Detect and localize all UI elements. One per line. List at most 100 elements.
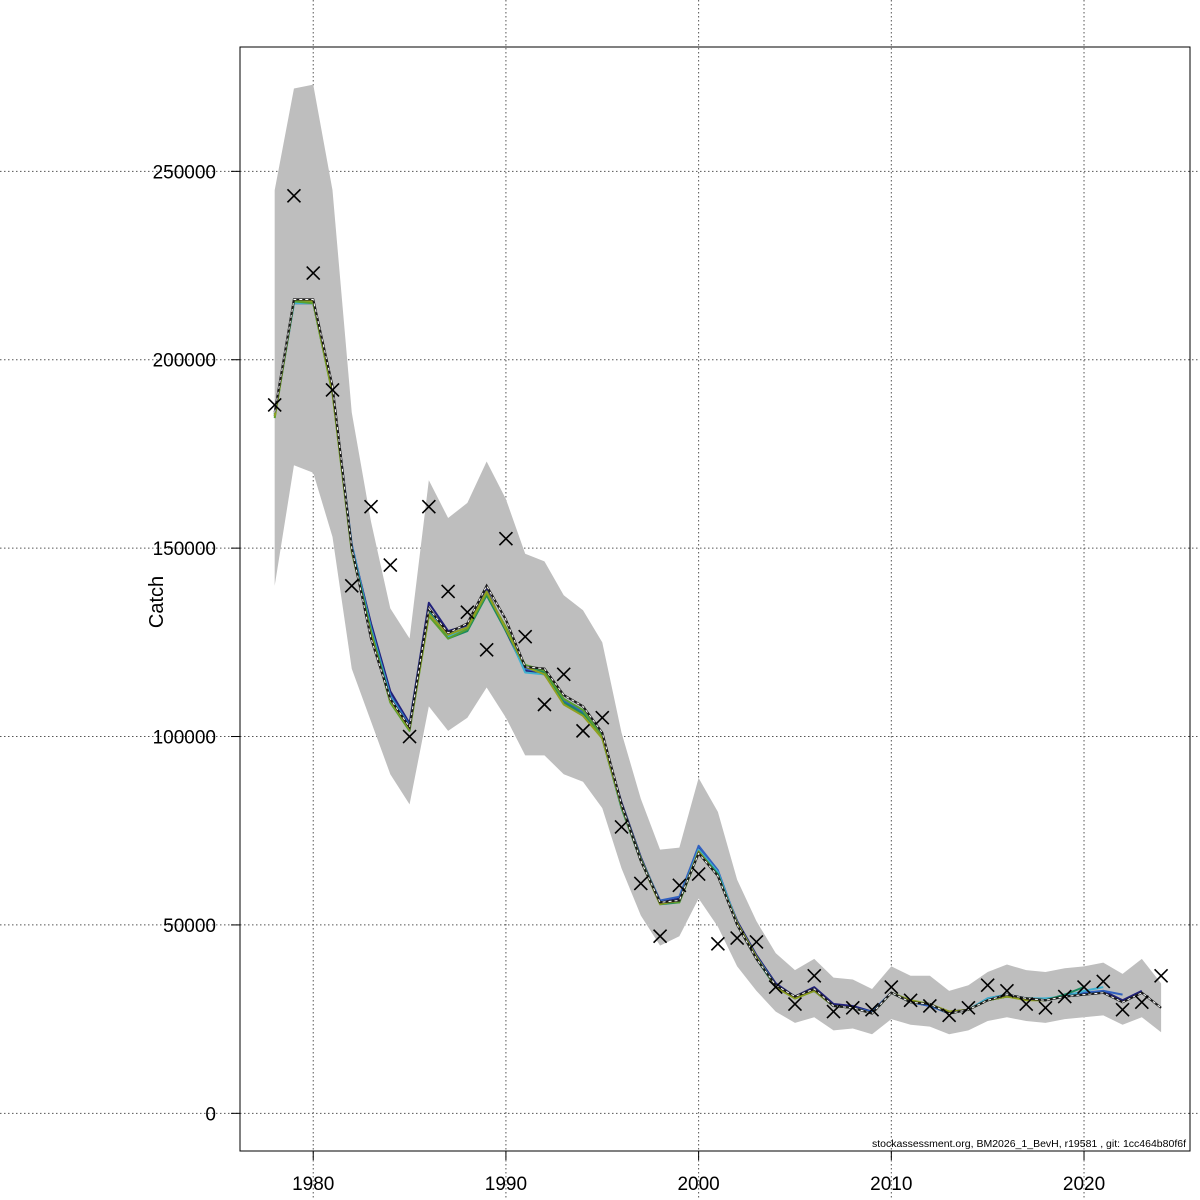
observed-point-1979 (286, 188, 302, 203)
observed-point-1986 (421, 499, 436, 514)
observed-point-1983 (363, 499, 379, 514)
observed-point-stroke-b (325, 382, 340, 397)
footer-credit: stockassessment.org, BM2026_1_BevH, r195… (872, 1138, 1186, 1150)
observed-point-stroke-b (595, 710, 610, 725)
observed-point-1982 (344, 578, 359, 593)
plot-area (239, 46, 1191, 1152)
observed-point-1998 (653, 929, 668, 944)
observed-point-1999 (672, 878, 687, 893)
observed-point-stroke-b (537, 697, 552, 712)
observed-point-stroke-b (710, 936, 725, 951)
observed-point-stroke-b (518, 629, 533, 644)
observed-point-1992 (537, 697, 552, 712)
x-tick-label-2000: 2000 (677, 1174, 719, 1195)
observed-point-stroke-b (672, 878, 687, 893)
y-axis-title: Catch (146, 576, 168, 628)
observed-point-stroke-b (961, 1000, 976, 1015)
observed-point-1978 (267, 397, 282, 413)
observed-point-stroke-b (653, 929, 668, 944)
observed-point-stroke-b (1154, 968, 1169, 983)
estimate-line (273, 298, 1162, 1015)
observed-point-2012 (922, 998, 937, 1014)
observed-point-stroke-b (845, 1000, 860, 1015)
x-tick-label-1980: 1980 (292, 1174, 334, 1195)
observed-point-1985 (402, 729, 417, 744)
observed-point-stroke-b (479, 642, 494, 657)
observed-point-stroke-b (441, 584, 456, 599)
observed-point-1996 (614, 819, 629, 835)
x-axis: 1980 1990 2000 2010 2020 (292, 1151, 1105, 1195)
x-tick-label-2010: 2010 (870, 1174, 912, 1195)
observed-point-1990 (498, 531, 513, 546)
observed-point-2013 (942, 1008, 957, 1023)
observed-point-1993 (556, 667, 571, 682)
y-tick-label-200000: 200000 (153, 351, 216, 372)
observed-point-2016 (999, 983, 1015, 998)
observed-point-2007 (826, 1004, 841, 1019)
observed-point-stroke-b (903, 993, 918, 1008)
observed-point-stroke-b (1096, 974, 1111, 989)
observed-point-stroke-b (306, 266, 321, 281)
estimate-line-dash (274, 298, 1162, 1015)
observed-point-2018 (1038, 1000, 1053, 1015)
y-tick-label-150000: 150000 (153, 539, 216, 560)
observed-point-1997 (633, 876, 648, 891)
observed-point-stroke-b (498, 531, 513, 546)
y-tick-label-0: 0 (205, 1104, 216, 1125)
observed-point-stroke-b (749, 934, 764, 949)
observed-point-2002 (730, 931, 745, 946)
observed-point-stroke-b (460, 605, 475, 620)
observed-point-2001 (710, 936, 725, 951)
observed-point-1984 (383, 558, 398, 573)
observed-point-1980 (306, 266, 321, 281)
observed-point-2006 (807, 968, 822, 983)
x-tick-label-2020: 2020 (1063, 1174, 1105, 1195)
observed-point-stroke-b (556, 667, 571, 682)
observed-point-stroke-b (633, 876, 648, 891)
observed-point-stroke-b (421, 499, 436, 514)
observed-point-stroke-b (363, 499, 379, 514)
observed-point-2010 (884, 980, 899, 995)
observed-point-stroke-b (980, 978, 995, 993)
observed-point-2009 (864, 1002, 880, 1017)
x-tick-label-1990: 1990 (485, 1174, 527, 1195)
observed-point-2005 (787, 996, 803, 1012)
observed-point-stroke-b (344, 578, 359, 593)
observed-point-2023 (1134, 995, 1149, 1010)
observed-point-stroke-b (1019, 996, 1034, 1012)
y-tick-label-100000: 100000 (153, 728, 216, 749)
observed-point-1991 (518, 629, 533, 644)
observed-point-stroke-b (787, 996, 803, 1012)
observed-point-2022 (1115, 1002, 1130, 1017)
y-tick-label-250000: 250000 (153, 162, 216, 183)
observed-point-stroke-b (383, 558, 398, 573)
y-tick-label-50000: 50000 (163, 916, 216, 937)
observed-point-2003 (749, 934, 764, 949)
observed-point-stroke-b (614, 819, 629, 835)
uncertainty-band (274, 84, 1162, 1035)
observed-point-2017 (1019, 996, 1034, 1012)
observed-point-stroke-b (1076, 980, 1092, 995)
observed-point-stroke-b (826, 1004, 841, 1019)
observed-point-stroke-b (999, 983, 1015, 998)
observed-catch-markers (267, 188, 1169, 1023)
observed-point-2008 (845, 1000, 860, 1015)
observed-point-2000 (691, 866, 706, 882)
y-axis: 0 50000 100000 150000 200000 250000 (153, 162, 240, 1125)
observed-point-1988 (460, 605, 475, 620)
observed-point-stroke-b (922, 998, 937, 1014)
observed-point-stroke-b (864, 1002, 880, 1017)
observed-point-1995 (595, 710, 610, 725)
observed-point-stroke-b (1134, 995, 1149, 1010)
observed-point-2020 (1076, 980, 1092, 995)
observed-point-2024 (1154, 968, 1169, 983)
observed-point-stroke-b (402, 729, 417, 744)
observed-point-stroke-b (768, 980, 783, 995)
observed-point-2004 (768, 980, 783, 995)
observed-point-1994 (575, 723, 591, 738)
observed-point-2021 (1096, 974, 1111, 989)
observed-point-stroke-b (884, 980, 899, 995)
confidence-band (274, 84, 1162, 1035)
observed-point-stroke-b (691, 866, 706, 882)
